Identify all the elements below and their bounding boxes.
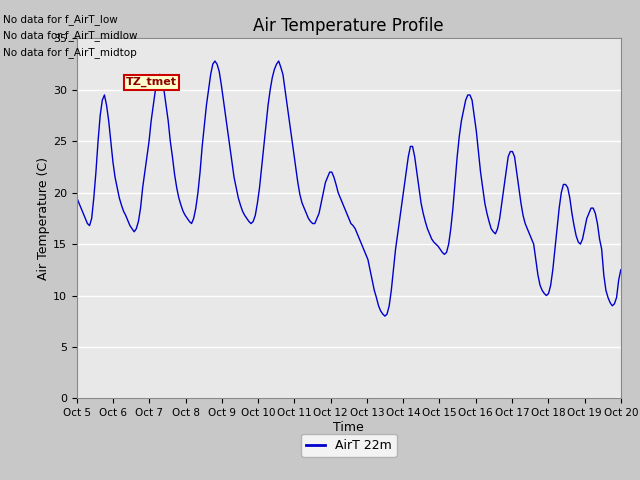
Text: No data for f_AirT_midtop: No data for f_AirT_midtop [3, 47, 137, 58]
Legend: AirT 22m: AirT 22m [301, 434, 397, 457]
Text: No data for f_AirT_low: No data for f_AirT_low [3, 13, 118, 24]
Y-axis label: Air Temperature (C): Air Temperature (C) [37, 157, 50, 280]
Text: TZ_tmet: TZ_tmet [125, 77, 177, 87]
X-axis label: Time: Time [333, 421, 364, 434]
Text: No data for f_AirT_midlow: No data for f_AirT_midlow [3, 30, 138, 41]
Title: Air Temperature Profile: Air Temperature Profile [253, 17, 444, 36]
